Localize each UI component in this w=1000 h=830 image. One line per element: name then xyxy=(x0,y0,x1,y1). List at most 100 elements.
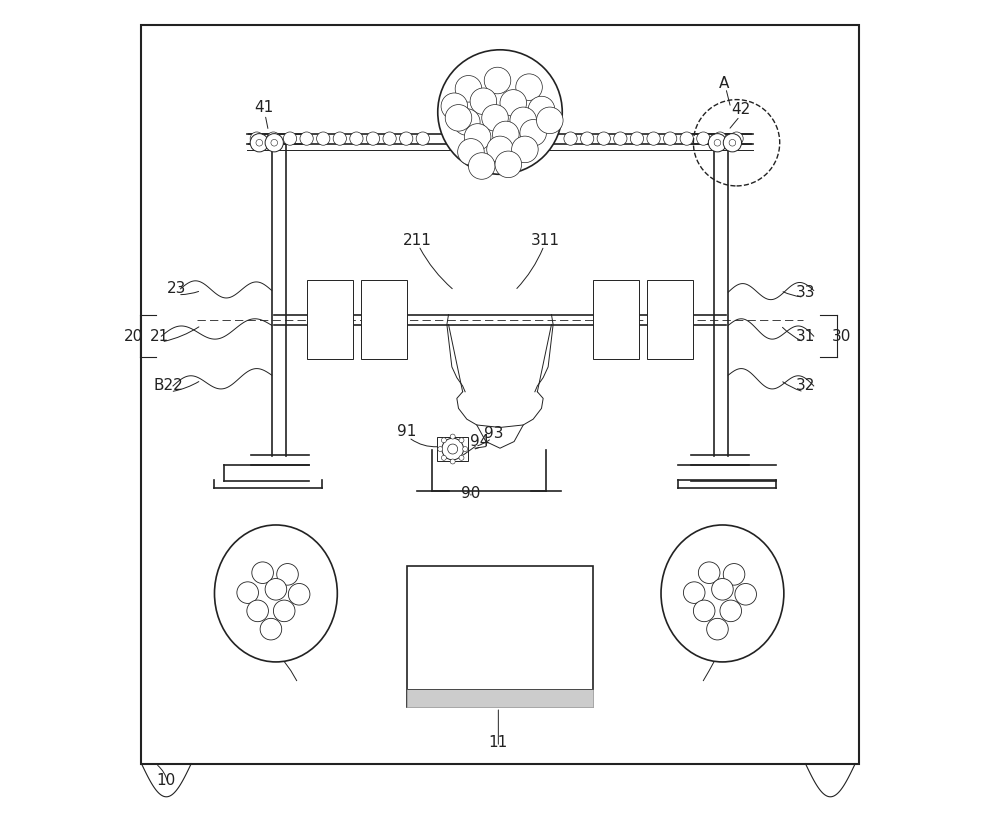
Circle shape xyxy=(458,139,484,165)
Circle shape xyxy=(283,132,297,145)
Text: 92: 92 xyxy=(447,444,467,459)
Circle shape xyxy=(647,132,660,145)
Circle shape xyxy=(252,562,273,583)
Text: 41: 41 xyxy=(254,100,273,115)
Circle shape xyxy=(448,444,458,454)
Circle shape xyxy=(454,109,480,135)
Circle shape xyxy=(708,134,727,152)
Circle shape xyxy=(333,132,346,145)
Circle shape xyxy=(729,139,736,146)
Circle shape xyxy=(265,134,283,152)
Circle shape xyxy=(512,136,538,163)
Circle shape xyxy=(277,564,298,585)
Circle shape xyxy=(260,618,282,640)
Circle shape xyxy=(288,583,310,605)
Circle shape xyxy=(464,124,491,150)
Circle shape xyxy=(463,447,468,452)
Circle shape xyxy=(482,105,508,131)
Circle shape xyxy=(450,434,455,439)
Circle shape xyxy=(247,600,268,622)
Circle shape xyxy=(416,132,429,145)
Circle shape xyxy=(438,50,562,174)
Text: 93: 93 xyxy=(484,426,503,441)
Text: 11: 11 xyxy=(489,735,508,750)
Circle shape xyxy=(735,583,756,605)
Ellipse shape xyxy=(661,525,784,662)
Circle shape xyxy=(723,564,745,585)
Circle shape xyxy=(712,579,733,600)
Bar xyxy=(437,437,468,461)
Circle shape xyxy=(698,562,720,583)
Circle shape xyxy=(720,600,742,622)
Circle shape xyxy=(366,132,380,145)
Text: 32: 32 xyxy=(796,378,815,393)
Circle shape xyxy=(723,134,742,152)
Circle shape xyxy=(510,107,537,134)
Bar xyxy=(361,280,407,359)
Text: 21: 21 xyxy=(150,329,169,344)
Circle shape xyxy=(680,132,693,145)
Circle shape xyxy=(441,93,468,120)
Circle shape xyxy=(383,132,396,145)
Circle shape xyxy=(614,132,627,145)
Text: 211: 211 xyxy=(403,233,431,248)
Circle shape xyxy=(707,618,728,640)
Circle shape xyxy=(468,153,495,179)
Circle shape xyxy=(271,139,278,146)
Circle shape xyxy=(441,456,446,461)
Circle shape xyxy=(237,582,258,603)
Circle shape xyxy=(470,88,497,115)
Circle shape xyxy=(317,132,330,145)
Bar xyxy=(593,280,639,359)
Circle shape xyxy=(350,132,363,145)
Circle shape xyxy=(267,132,280,145)
Circle shape xyxy=(493,121,519,148)
Circle shape xyxy=(500,90,527,116)
Text: 31: 31 xyxy=(796,329,815,344)
Circle shape xyxy=(459,437,464,442)
Circle shape xyxy=(250,134,268,152)
Circle shape xyxy=(537,107,563,134)
Circle shape xyxy=(256,139,263,146)
Circle shape xyxy=(730,132,743,145)
Circle shape xyxy=(438,447,443,452)
Circle shape xyxy=(664,132,677,145)
Circle shape xyxy=(455,76,482,102)
Circle shape xyxy=(630,132,644,145)
Circle shape xyxy=(516,74,542,100)
Circle shape xyxy=(683,582,705,603)
Circle shape xyxy=(581,132,594,145)
Circle shape xyxy=(697,132,710,145)
Circle shape xyxy=(459,456,464,461)
Circle shape xyxy=(442,438,463,460)
Ellipse shape xyxy=(214,525,337,662)
Text: 10: 10 xyxy=(157,773,176,788)
Text: 311: 311 xyxy=(531,233,560,248)
Circle shape xyxy=(713,132,727,145)
Text: 83: 83 xyxy=(490,59,510,74)
Circle shape xyxy=(487,136,513,163)
Text: 23: 23 xyxy=(167,281,186,296)
Circle shape xyxy=(597,132,610,145)
Text: 33: 33 xyxy=(796,285,815,300)
Circle shape xyxy=(445,105,472,131)
Circle shape xyxy=(528,96,555,123)
Text: A: A xyxy=(719,76,729,90)
Circle shape xyxy=(450,459,455,464)
Text: 29: 29 xyxy=(266,640,286,655)
Bar xyxy=(407,689,593,707)
Circle shape xyxy=(400,132,413,145)
Circle shape xyxy=(273,600,295,622)
Circle shape xyxy=(250,132,263,145)
Bar xyxy=(141,25,859,764)
Circle shape xyxy=(300,132,313,145)
Circle shape xyxy=(693,600,715,622)
Circle shape xyxy=(564,132,577,145)
Bar xyxy=(407,566,593,707)
Text: 20: 20 xyxy=(124,329,143,344)
Circle shape xyxy=(520,120,546,146)
Text: 94: 94 xyxy=(470,434,490,449)
Bar xyxy=(307,280,353,359)
Circle shape xyxy=(441,437,446,442)
Circle shape xyxy=(265,579,287,600)
